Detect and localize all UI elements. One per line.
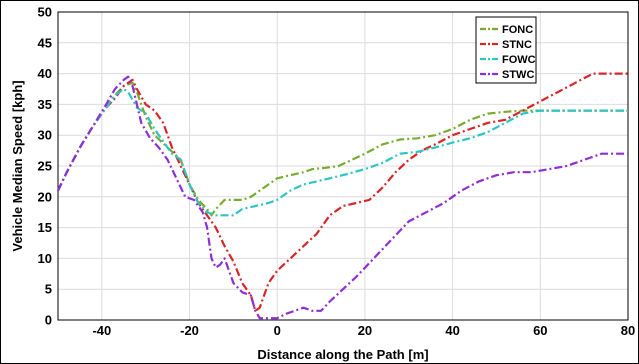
x-tick-label: -40	[92, 323, 111, 338]
x-tick-label: 20	[358, 323, 372, 338]
x-axis-title: Distance along the Path [m]	[257, 347, 428, 362]
axes	[57, 11, 629, 321]
y-tick-label: 40	[38, 66, 52, 81]
series-line-fowc	[57, 87, 628, 217]
y-tick-label: 20	[38, 189, 52, 204]
legend: FONC STNC FOWC STWC	[475, 16, 537, 84]
legend-label-fonc: FONC	[502, 24, 533, 36]
y-tick-label: 25	[38, 159, 52, 174]
tick-labels: 0 5 10 15 20 25 30 35 40 45 50 -40 -20 0 20 40 60 80	[38, 5, 636, 339]
y-tick-label: 30	[38, 128, 52, 143]
y-tick-label: 10	[38, 251, 52, 266]
series-lines	[57, 72, 628, 320]
x-tick-label: 60	[533, 323, 547, 338]
series-line-fonc	[57, 81, 628, 217]
legend-label-stwc: STWC	[502, 69, 534, 81]
y-axis-title: Vehicle Median Speed [kph]	[10, 80, 25, 251]
y-tick-label: 5	[45, 282, 52, 297]
legend-entries: FONC STNC FOWC STWC	[480, 24, 536, 81]
y-tick-label: 50	[38, 5, 52, 20]
grid	[58, 11, 629, 321]
x-tick-label: -20	[180, 323, 199, 338]
y-tick-label: 0	[45, 313, 52, 328]
plot-area	[57, 11, 629, 321]
y-tick-label: 15	[38, 220, 52, 235]
y-tick-label: 45	[38, 35, 52, 50]
y-tick-label: 35	[38, 97, 52, 112]
series-line-stwc	[57, 75, 628, 320]
series-line-stnc	[57, 72, 628, 312]
x-tick-label: 0	[274, 323, 281, 338]
x-tick-label: 80	[621, 323, 635, 338]
legend-label-stnc: STNC	[502, 39, 532, 51]
x-tick-label: 40	[445, 323, 459, 338]
legend-label-fowc: FOWC	[502, 54, 536, 66]
